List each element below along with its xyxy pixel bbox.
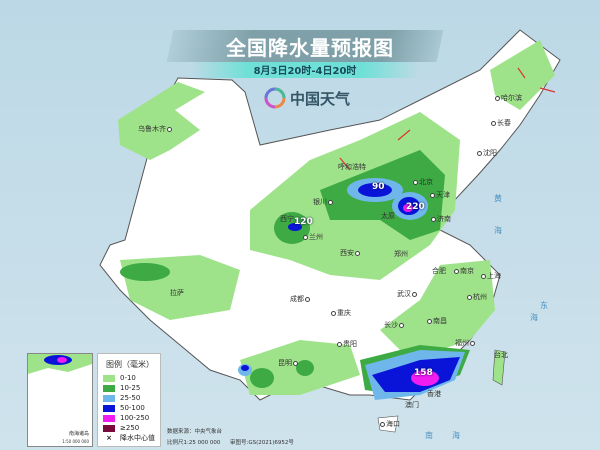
inset-scale: 1:50 000 000 — [62, 439, 89, 444]
rain-center-value: 90 — [372, 182, 385, 192]
city-label: 福州 — [455, 338, 476, 348]
sea-label: 海 — [494, 226, 502, 235]
page-title: 全国降水量预报图 — [226, 36, 394, 60]
legend-item: 0-10 — [103, 373, 155, 383]
legend-item: 50-100 — [103, 403, 155, 413]
city-label: 济南 — [430, 214, 451, 224]
city-label: 海口 — [379, 419, 400, 429]
data-source: 数据来源：中央气象台 — [167, 429, 223, 435]
city-label: 香港 — [427, 390, 441, 398]
logo: 中国天气 — [264, 87, 350, 109]
legend-item: ≥250 — [103, 423, 155, 433]
subtitle-band — [190, 62, 420, 78]
pinwheel-logo-icon — [264, 87, 286, 109]
taiwan-island — [492, 349, 506, 386]
city-label: 沈阳 — [476, 148, 497, 158]
map-scale: 比例尺1:25 000 000 — [167, 440, 221, 446]
x-mark-icon: × — [106, 434, 112, 442]
sea-label: 海 — [452, 431, 460, 440]
sea-label: 海 — [530, 313, 538, 322]
city-label: 长沙 — [384, 320, 405, 330]
wind-barb-icons — [339, 67, 556, 171]
legend-title: 图例（毫米） — [106, 360, 154, 369]
inset-map — [28, 354, 92, 374]
city-label: 南昌 — [426, 316, 447, 326]
legend: 图例（毫米） 0-10 10-25 25-50 50-100 100-250 ≥… — [97, 353, 161, 447]
legend-swatch — [103, 414, 115, 422]
legend-item: 100-250 — [103, 413, 155, 423]
city-label: 郑州 — [394, 250, 408, 258]
legend-item: × 降水中心值 — [103, 433, 155, 443]
approval-number: 审图号:GS(2021)6952号 — [230, 440, 294, 446]
city-label: 西安 — [340, 248, 361, 258]
city-label: 澳门 — [405, 401, 419, 409]
city-label: 台北 — [494, 351, 508, 359]
city-label: 成都 — [290, 294, 311, 304]
city-label: 银川 — [313, 197, 334, 207]
south-china-sea-inset: 南海诸岛 1:50 000 000 — [27, 353, 93, 447]
city-label: 哈尔滨 — [494, 93, 522, 103]
city-label: 杭州 — [466, 292, 487, 302]
legend-swatch — [103, 404, 115, 412]
city-label: 呼和浩特 — [338, 163, 366, 171]
sea-label: 东 — [540, 301, 548, 310]
city-label: 兰州 — [302, 232, 323, 242]
city-label: 乌鲁木齐 — [138, 124, 173, 134]
city-label: 北京 — [412, 177, 433, 187]
legend-swatch — [103, 384, 115, 392]
inset-title: 南海诸岛 — [68, 431, 89, 437]
forecast-period: 8月3日20时-4日20时 — [253, 66, 357, 77]
city-label: 拉萨 — [170, 289, 184, 297]
legend-item: 10-25 — [103, 383, 155, 393]
city-label: 昆明 — [278, 358, 299, 368]
city-label: 重庆 — [330, 308, 351, 318]
rain-center-value: 220 — [406, 202, 425, 212]
sea-label: 南 — [425, 431, 433, 440]
hainan-island — [377, 415, 399, 433]
sea-label: 黄 — [494, 194, 502, 203]
legend-swatch — [103, 424, 115, 432]
legend-item: 25-50 — [103, 393, 155, 403]
city-label: 贵阳 — [336, 339, 357, 349]
city-label: 上海 — [480, 271, 501, 281]
rain-center-value: 120 — [294, 217, 313, 227]
rain-100-250 — [403, 204, 439, 386]
city-label: 武汉 — [397, 289, 418, 299]
city-label: 南京 — [453, 266, 474, 276]
legend-swatch — [103, 374, 115, 382]
city-label: 合肥 — [432, 267, 446, 275]
city-label: 长春 — [490, 118, 511, 128]
logo-text: 中国天气 — [290, 89, 351, 108]
rain-center-value: 158 — [414, 368, 433, 378]
city-label: 天津 — [429, 190, 450, 200]
city-label: 西宁 — [280, 215, 294, 223]
city-label: 太原 — [381, 212, 395, 220]
legend-swatch — [103, 394, 115, 402]
